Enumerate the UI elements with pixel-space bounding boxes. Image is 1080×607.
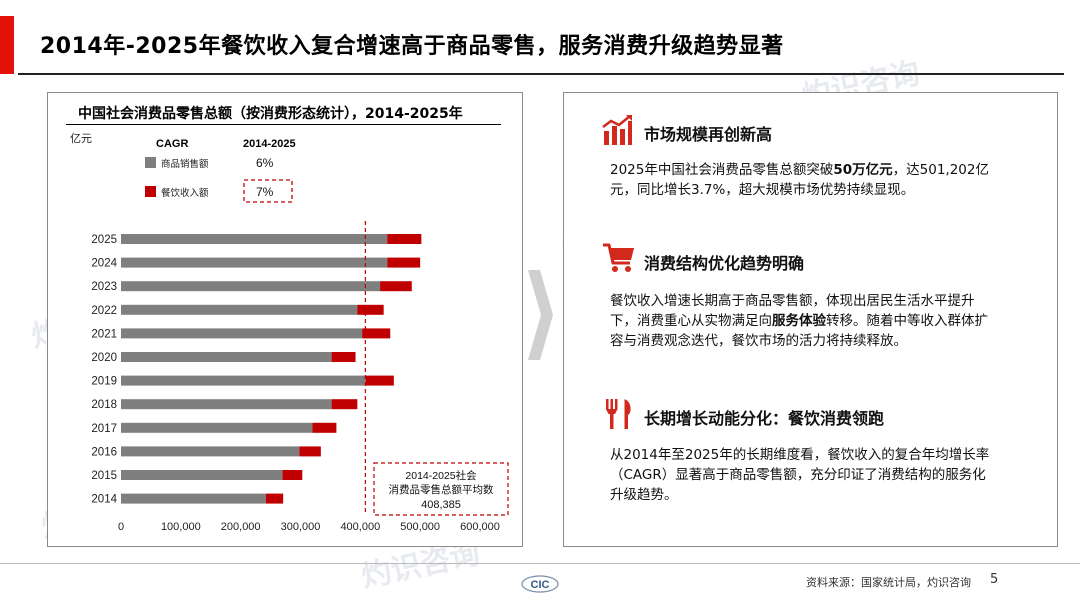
footer-source: 资料来源：国家统计局，灼识咨询 [806,576,971,589]
x-tick-label: 300,000 [281,521,321,533]
bar-catering [362,328,391,339]
bar-goods [121,470,283,480]
bar-catering [365,375,394,386]
average-annotation-box [373,462,509,516]
legend-label: 餐饮收入额 [161,187,209,199]
bar-goods [121,328,363,339]
y-tick-label: 2024 [91,258,117,270]
bar-catering [265,493,284,504]
bar-goods [121,399,332,410]
y-tick-label: 2015 [91,470,117,482]
chart-title: 中国社会消费品零售总额（按消费形态统计），2014-2025年 [78,106,463,122]
cic-logo: CIC [521,575,559,593]
average-annotation-value: 408,385 [421,499,461,511]
y-tick-label: 2023 [91,281,117,293]
bar-catering [387,234,422,244]
bar-catering [380,281,412,292]
bar-catering [331,352,356,362]
bar-goods [121,304,358,315]
y-tick-label: 2017 [91,423,117,435]
chart-title-divider [66,124,501,125]
section-body: 2025年中国社会消费品零售总额突破50万亿元，达501,202亿元，同比增长3… [610,162,989,198]
shopping-cart-icon [603,243,634,272]
fork-knife-icon [606,399,631,429]
section-body: 餐饮收入增速长期高于商品零售额，体现出居民生活水平提升下，消费重心从实物满足向服… [610,293,988,349]
cagr-highlight-box [243,179,293,203]
bar-goods [121,375,366,386]
y-tick-label: 2016 [91,446,117,458]
bar-catering [282,470,303,480]
chart-panel: 中国社会消费品零售总额（按消费形态统计），2014-2025年 亿元 CAGR 20… [47,92,523,547]
x-tick-label: 400,000 [340,521,380,533]
section-title: 市场规模再创新高 [644,125,773,144]
bar-goods [121,493,266,504]
x-tick-label: 100,000 [161,521,201,533]
legend-cagr-value: 6% [256,156,274,170]
logo-text: CIC [531,579,550,591]
y-tick-label: 2025 [91,234,117,246]
bar-goods [121,446,300,457]
legend-cagr-header: CAGR [156,138,188,150]
title-accent-bar [0,16,14,74]
section-body: 从2014年至2025年的长期维度看，餐饮收入的复合年均增长率（CAGR）显著高… [610,447,990,503]
footer-divider [0,563,1080,564]
x-tick-label: 600,000 [460,521,500,533]
y-tick-label: 2020 [91,352,117,364]
section-title: 消费结构优化趋势明确 [644,254,805,273]
y-tick-label: 2018 [91,399,117,411]
chevron-right-icon [528,270,553,360]
bar-goods [121,422,313,433]
bar-goods [121,257,388,268]
page-title: 2014年-2025年餐饮收入复合增速高于商品零售，服务消费升级趋势显著 [40,34,784,59]
x-tick-label: 0 [118,521,124,533]
bar-catering [299,446,321,457]
bar-goods [121,281,381,292]
average-annotation-label: 2014-2025社会 [405,469,477,482]
section-title: 长期增长动能分化：餐饮消费领跑 [644,409,885,428]
bar-catering [387,257,421,268]
x-tick-label: 500,000 [400,521,440,533]
legend-cagr-value: 7% [256,185,274,199]
average-annotation-label: 消费品零售总额平均数 [389,483,494,496]
legend-period-header: 2014-2025 [243,138,296,150]
y-tick-label: 2022 [91,305,117,317]
y-tick-label: 2014 [91,494,117,506]
bar-catering [331,399,358,410]
unit-label: 亿元 [70,132,92,145]
bar-goods [121,352,332,362]
bar-catering [312,422,337,433]
bar-catering [357,304,384,315]
bar-goods [121,234,388,244]
title-divider [18,73,1064,75]
legend-swatch [145,186,156,197]
page-number: 5 [990,572,999,587]
bar-chart: 亿元 CAGR 2014-2025 商品销售额 6% 餐饮收入额 7% 2025 2024 202… [70,132,509,533]
insights-panel: 市场规模再创新高 2025年中国社会消费品零售总额突破50万亿元，达501,20… [563,92,1058,547]
legend-swatch [145,157,156,168]
growth-bars-icon [602,115,632,145]
y-tick-label: 2019 [91,376,117,388]
x-tick-label: 200,000 [221,521,261,533]
legend-label: 商品销售额 [161,158,209,170]
y-tick-label: 2021 [91,328,117,340]
